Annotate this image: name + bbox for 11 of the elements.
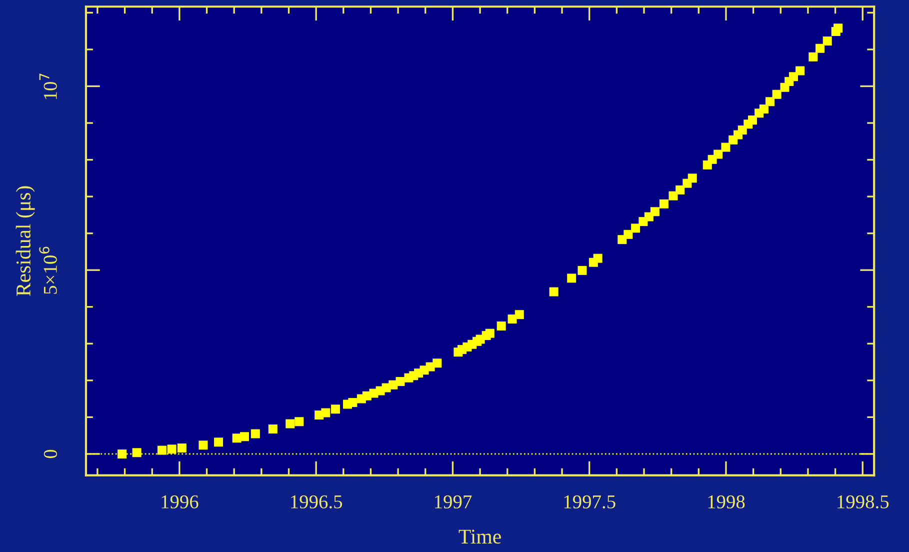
x-tick-label: 1998 [708,495,745,508]
y-tick-label: 10$^{7}$ [39,74,57,100]
y-axis-title: Residual (μs) [16,186,35,296]
x-tick-label: 1996 [162,495,198,508]
y-tick-label: 5×10$^{6}$ [39,246,57,294]
x-axis-title: Time [458,530,501,544]
x-tick-label: 1996.5 [291,495,342,508]
y-tick-label: 0 [44,450,58,458]
x-tick-label: 1998.5 [838,495,889,508]
x-tick-label: 1997.5 [564,495,616,508]
x-tick-label: 1997 [434,495,472,508]
